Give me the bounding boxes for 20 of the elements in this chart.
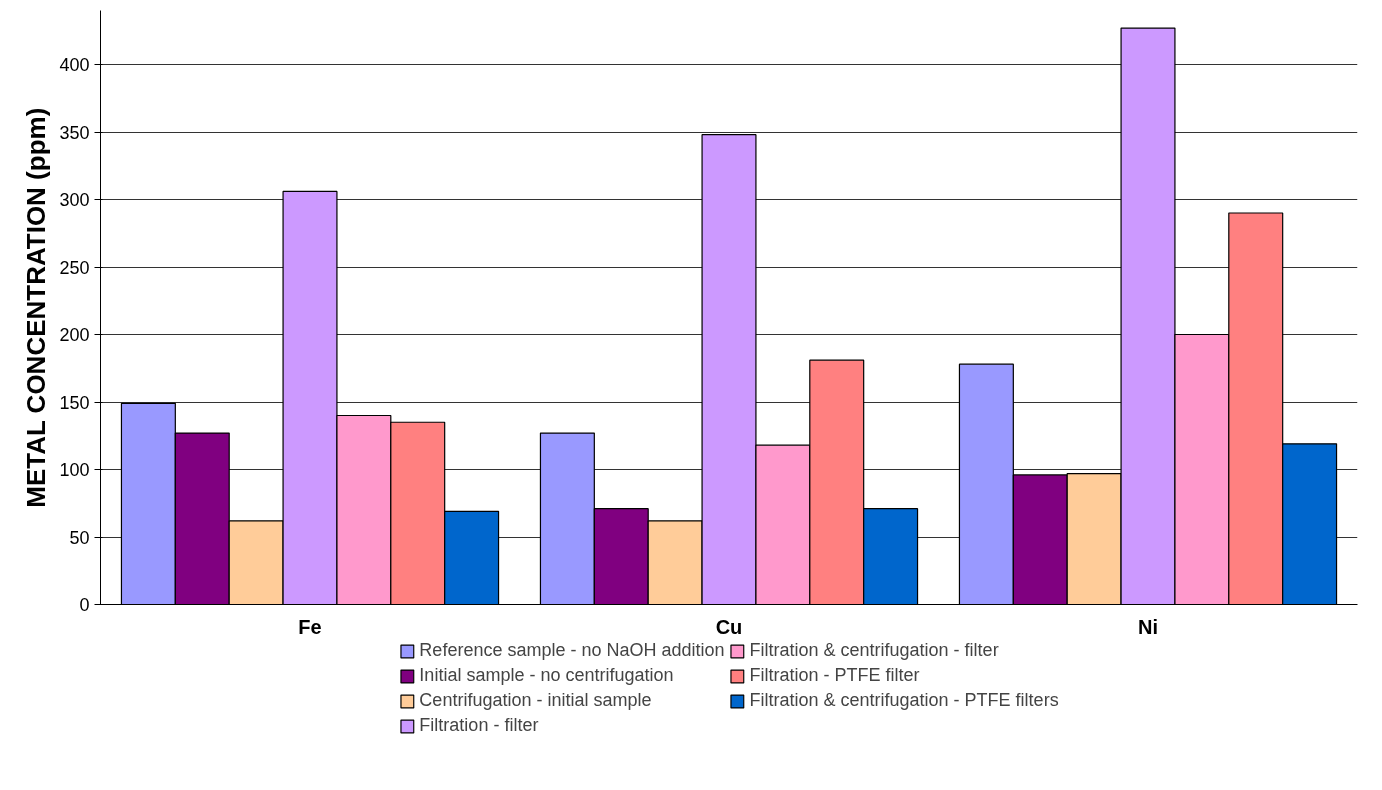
x-tick-label: Ni xyxy=(1138,615,1158,638)
legend-label: Initial sample - no centrifugation xyxy=(419,665,674,686)
y-tick-label: 350 xyxy=(59,122,90,143)
legend-label: Centrifugation - initial sample xyxy=(419,690,652,711)
legend-label: Filtration - filter xyxy=(419,715,539,736)
legend-label: Reference sample - no NaOH addition xyxy=(419,640,725,661)
y-tick-label: 50 xyxy=(69,527,90,548)
y-tick-label: 400 xyxy=(59,55,90,75)
y-tick-label: 250 xyxy=(59,257,90,278)
y-tick-label: 200 xyxy=(59,325,90,345)
y-tick-label: 150 xyxy=(59,392,90,413)
x-tick-label: Cu xyxy=(715,615,743,638)
legend-label: Filtration & centrifugation - filter xyxy=(749,640,999,661)
y-tick-label: 100 xyxy=(59,460,90,480)
y-axis-title: METAL CONCENTRATION (ppm) xyxy=(21,107,52,508)
y-tick-label: 300 xyxy=(59,190,90,210)
legend-label: Filtration - PTFE filter xyxy=(749,665,920,686)
legend-label: Filtration & centrifugation - PTFE filters xyxy=(749,690,1059,711)
x-tick-label: Fe xyxy=(298,615,322,638)
y-tick-label: 0 xyxy=(79,595,90,615)
